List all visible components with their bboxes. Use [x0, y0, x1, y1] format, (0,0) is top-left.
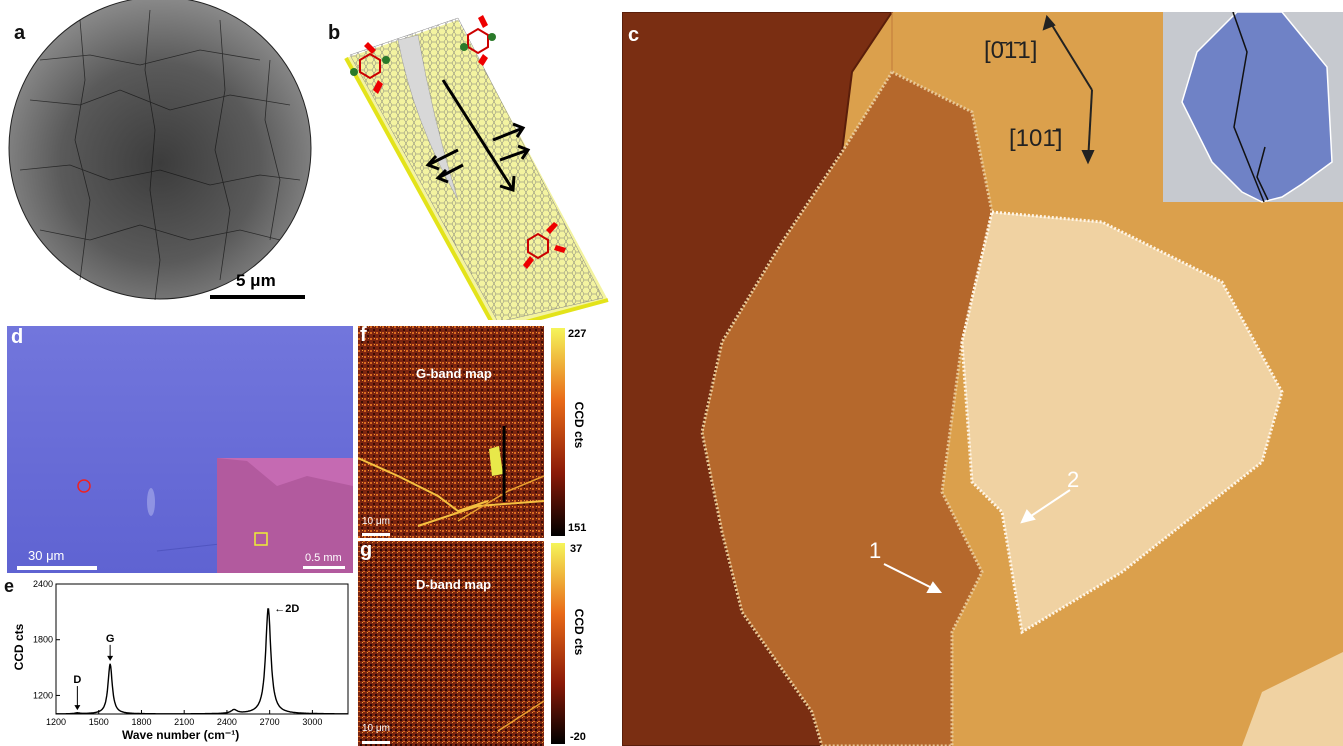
- x-tick-label: 2700: [260, 717, 280, 727]
- y-tick-label: 1200: [33, 690, 53, 700]
- g-band-colorbar-min: 151: [568, 522, 587, 534]
- panel-c-label: c: [628, 24, 640, 46]
- d-band-colorbar-min: -20: [570, 731, 586, 743]
- x-tick-label: 2400: [217, 717, 237, 727]
- panel-e: 1200 1500 1800 2100 2400 2700 3000 1200 1800 2400…: [0, 576, 355, 746]
- spectrum-line: [56, 608, 348, 715]
- x-tick-label: 1800: [131, 717, 151, 727]
- y-tick-label: 1800: [33, 635, 53, 645]
- raman-spectrum-chart: 1200 1500 1800 2100 2400 2700 3000 1200 1800 2400…: [33, 579, 349, 727]
- svg-text:←2D: ←2D: [274, 603, 299, 615]
- panel-d-scalebar-label: 30 μm: [28, 548, 65, 563]
- peak-annotation-g: G: [106, 633, 115, 661]
- panel-a: a 5 μm: [0, 0, 315, 310]
- svg-text:G: G: [106, 633, 115, 645]
- g-band-map: [358, 326, 565, 538]
- x-tick-label: 3000: [302, 717, 322, 727]
- d-band-map-title: D-band map: [416, 577, 492, 592]
- peak-annotation-2d: ←2D: [274, 603, 299, 615]
- panel-d-image: [7, 326, 353, 573]
- crystal-direction-2: [101̄]: [1009, 125, 1063, 152]
- g-band-colorbar: [551, 328, 565, 536]
- panel-a-scalebar-label: 5 μm: [236, 271, 276, 290]
- panel-g: g D-band map 37 -20 CCD cts 10 μm: [358, 541, 594, 746]
- svg-text:D: D: [73, 674, 81, 686]
- x-axis-label: Wave number (cm⁻¹): [122, 728, 240, 742]
- panel-c: c [0̄1̄1] [101̄] 1 2: [622, 12, 1343, 746]
- panel-b: b: [318, 0, 618, 320]
- x-tick-label: 1500: [89, 717, 109, 727]
- g-band-colorbar-max: 227: [568, 328, 587, 340]
- panel-a-image: [8, 0, 312, 301]
- panel-f-label: f: [360, 326, 367, 346]
- y-tick-label: 2400: [33, 579, 53, 589]
- peak-annotation-d: D: [73, 674, 81, 711]
- panel-b-schematic: [344, 15, 609, 320]
- marker-2: 2: [1067, 467, 1080, 492]
- panel-g-label: g: [360, 541, 373, 561]
- g-band-scalebar-label: 10 μm: [362, 516, 390, 527]
- panel-d-label: d: [11, 326, 24, 348]
- d-band-colorbar-label: CCD cts: [572, 608, 586, 656]
- x-tick-label: 2100: [174, 717, 194, 727]
- d-band-map: [358, 541, 565, 746]
- crystal-direction-1: [0̄1̄1]: [984, 37, 1038, 64]
- panel-f: f G-band map 227 151 CCD cts 10 μm: [358, 326, 594, 538]
- x-tick-label: 1200: [46, 717, 66, 727]
- panel-b-label: b: [328, 22, 341, 44]
- panel-c-image: [622, 12, 1343, 746]
- panel-a-label: a: [14, 22, 26, 44]
- panel-d-inset-scalebar-label: 0.5 mm: [305, 552, 342, 564]
- plot-frame: [55, 583, 349, 715]
- d-band-scalebar-label: 10 μm: [362, 723, 390, 734]
- d-band-colorbar-max: 37: [570, 543, 583, 555]
- y-axis-label: CCD cts: [12, 623, 26, 671]
- g-band-map-title: G-band map: [416, 366, 492, 381]
- d-band-colorbar: [551, 543, 565, 744]
- panel-e-label: e: [4, 576, 15, 596]
- marker-1: 1: [869, 538, 882, 563]
- panel-d: d 30 μm 0.5 mm: [7, 326, 353, 573]
- g-band-colorbar-label: CCD cts: [572, 401, 586, 449]
